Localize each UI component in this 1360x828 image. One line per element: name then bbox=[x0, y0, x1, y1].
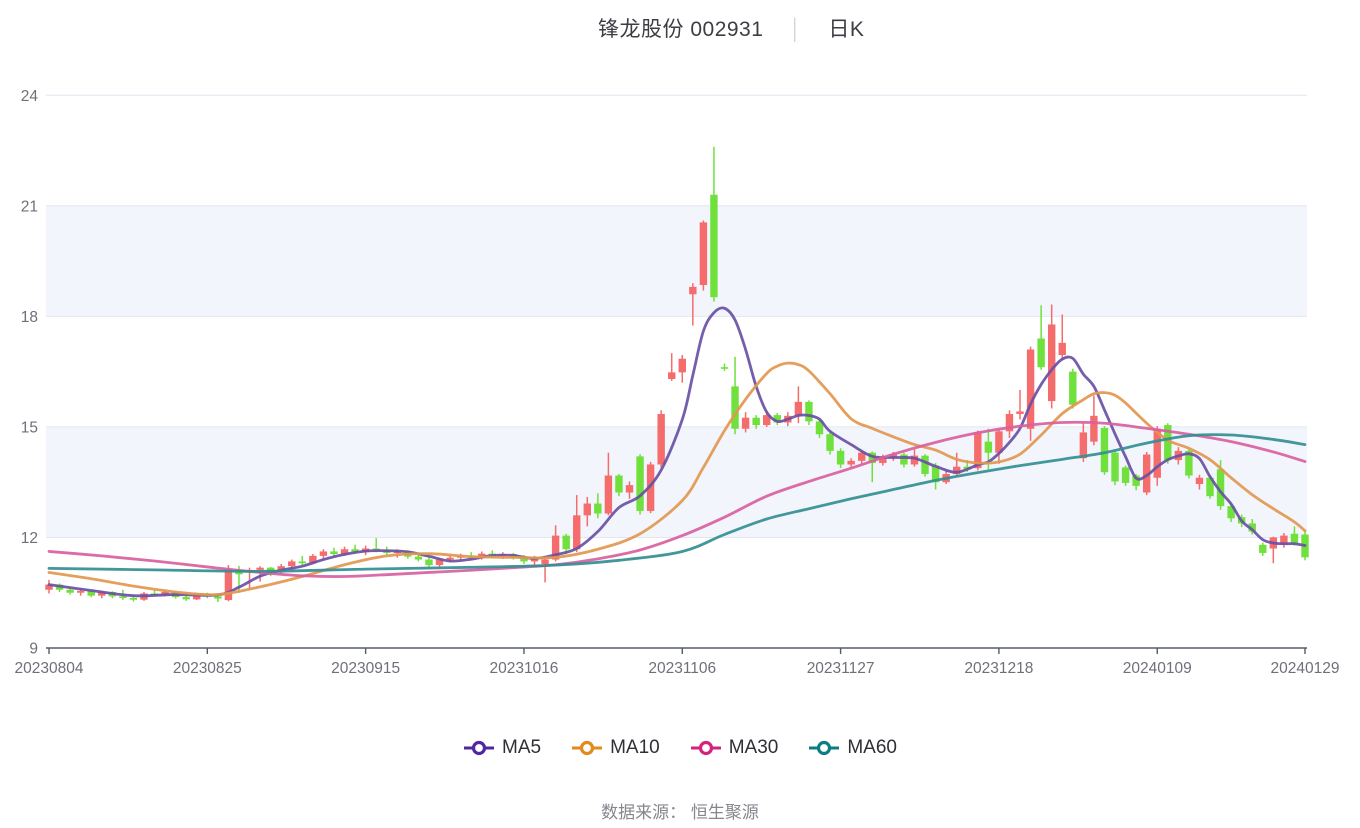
ma-legend: MA5 MA10 MA30 MA60 bbox=[0, 737, 1360, 759]
svg-text:12: 12 bbox=[21, 530, 38, 547]
legend-label-ma5: MA5 bbox=[502, 737, 542, 758]
data-source-note: 数据来源： 恒生聚源 bbox=[601, 803, 759, 822]
svg-text:20230825: 20230825 bbox=[173, 660, 242, 677]
svg-text:20231016: 20231016 bbox=[489, 660, 558, 677]
svg-text:9: 9 bbox=[29, 641, 38, 658]
svg-text:24: 24 bbox=[21, 88, 39, 105]
svg-text:15: 15 bbox=[21, 419, 38, 436]
ma60-legend-marker-icon bbox=[809, 740, 840, 756]
legend-label-ma10: MA10 bbox=[610, 737, 660, 758]
ma5-legend-marker-icon bbox=[464, 740, 494, 756]
svg-text:20231218: 20231218 bbox=[964, 660, 1033, 677]
title-period: 日K bbox=[828, 18, 865, 41]
legend-label-ma60: MA60 bbox=[847, 737, 897, 758]
page-title: 锋龙股份 002931 │ 日K bbox=[598, 13, 864, 43]
svg-text:20230915: 20230915 bbox=[331, 660, 400, 677]
svg-text:20231127: 20231127 bbox=[807, 660, 875, 677]
svg-text:20230804: 20230804 bbox=[15, 660, 84, 677]
legend-item-ma30[interactable]: MA30 bbox=[690, 737, 779, 759]
svg-text:20231106: 20231106 bbox=[648, 660, 716, 677]
title-separator-icon: │ bbox=[789, 19, 803, 41]
svg-text:21: 21 bbox=[21, 198, 38, 215]
ma10-legend-marker-icon bbox=[572, 740, 603, 756]
svg-text:20240129: 20240129 bbox=[1271, 660, 1340, 677]
svg-text:18: 18 bbox=[21, 309, 38, 326]
legend-label-ma30: MA30 bbox=[728, 737, 779, 758]
svg-text:20240109: 20240109 bbox=[1123, 660, 1192, 677]
title-stock-name: 锋龙股份 002931 bbox=[598, 18, 764, 41]
kline-chart-svg: 9 12 15 18 21 24 20230804 20230825 20230915 20231… bbox=[15, 88, 1340, 677]
ma30-legend-marker-icon bbox=[690, 740, 721, 756]
legend-item-ma5[interactable]: MA5 bbox=[463, 737, 541, 759]
legend-item-ma60[interactable]: MA60 bbox=[808, 737, 897, 759]
legend-item-ma10[interactable]: MA10 bbox=[571, 737, 660, 759]
